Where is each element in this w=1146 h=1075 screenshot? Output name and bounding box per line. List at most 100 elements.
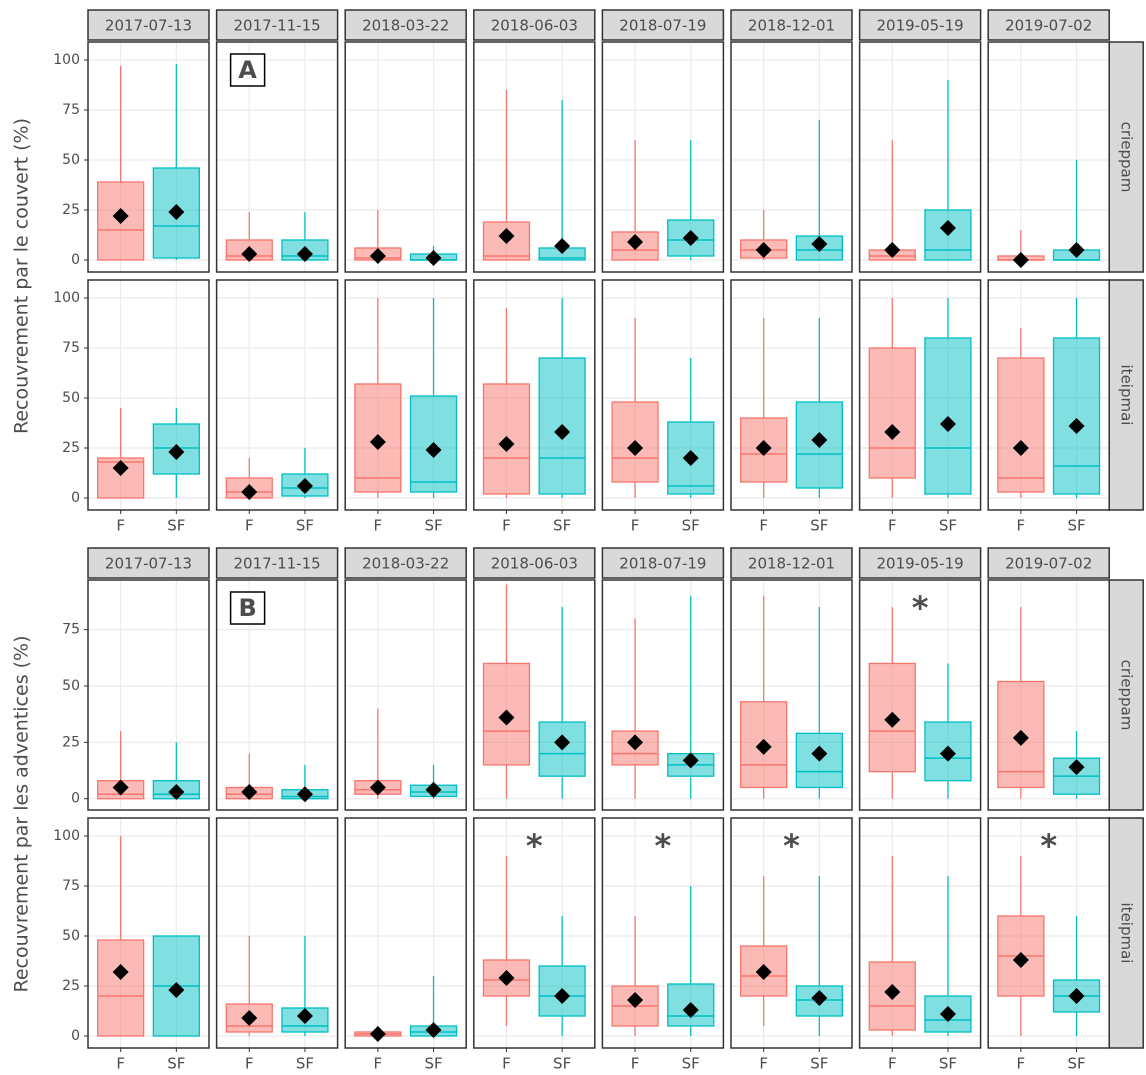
mean-marker xyxy=(755,964,772,980)
panel xyxy=(215,279,339,511)
strip-label: 2017-07-13 xyxy=(105,17,192,35)
panel-border xyxy=(87,41,210,273)
panel-border xyxy=(601,41,725,273)
panel-border xyxy=(473,579,596,811)
strip xyxy=(1108,817,1144,1049)
strip-label: 2017-11-15 xyxy=(234,555,321,573)
strip-label: 2019-07-02 xyxy=(1005,17,1092,35)
panel-border xyxy=(730,579,853,811)
strip xyxy=(987,547,1110,579)
mean-marker xyxy=(241,1010,258,1026)
x-tick-label: SF xyxy=(682,1055,700,1073)
panel xyxy=(730,279,853,511)
panel xyxy=(215,817,339,1049)
x-tick-label: F xyxy=(245,517,254,535)
mean-marker xyxy=(884,984,901,1000)
panel-label-box xyxy=(229,53,266,87)
mean-marker xyxy=(498,436,515,452)
panel-bg xyxy=(731,42,852,272)
mean-marker xyxy=(168,444,185,460)
panel-bg xyxy=(345,580,467,810)
x-tick-label: SF xyxy=(424,1055,442,1073)
mean-marker xyxy=(939,220,956,236)
box xyxy=(1052,337,1101,495)
y-tick-label: 0 xyxy=(71,252,80,268)
strip xyxy=(858,547,982,579)
x-tick-label: F xyxy=(631,1055,640,1073)
panel-bg xyxy=(988,42,1110,272)
x-tick-label: SF xyxy=(296,517,314,535)
panel xyxy=(601,579,725,811)
x-tick-label: F xyxy=(759,1055,768,1073)
x-tick-label: SF xyxy=(939,1055,957,1073)
strip xyxy=(1108,579,1144,811)
panel xyxy=(858,817,982,1049)
mean-marker xyxy=(1068,242,1085,258)
mean-marker xyxy=(884,711,901,728)
mean-marker xyxy=(498,228,515,244)
mean-marker xyxy=(554,734,571,751)
panel-bg xyxy=(345,42,467,272)
strip-label: 2017-11-15 xyxy=(234,17,321,35)
strip-label: 2018-12-01 xyxy=(748,17,835,35)
x-tick-label: F xyxy=(502,517,511,535)
strip xyxy=(344,547,467,579)
panel xyxy=(730,41,853,273)
mean-marker xyxy=(296,786,313,803)
y-tick-label: 75 xyxy=(62,622,80,638)
strip-label: 2019-05-19 xyxy=(877,17,964,35)
mean-marker xyxy=(425,1022,442,1038)
x-tick-label: F xyxy=(888,517,897,535)
panel-border xyxy=(473,279,596,511)
y-tick-label: 25 xyxy=(62,734,80,750)
significance-note: * xyxy=(912,589,929,627)
x-tick-label: F xyxy=(888,1055,897,1073)
mean-marker xyxy=(1068,418,1085,434)
mean-marker xyxy=(296,478,313,494)
x-tick-label: SF xyxy=(810,517,828,535)
panel-border xyxy=(344,41,467,273)
x-tick-label: SF xyxy=(1067,517,1085,535)
panel xyxy=(344,817,467,1049)
x-tick-label: F xyxy=(116,517,125,535)
strip-label: 2018-06-03 xyxy=(491,17,578,35)
strip-label: 2017-07-13 xyxy=(105,555,192,573)
panel xyxy=(87,579,210,811)
panel-border xyxy=(215,279,339,511)
panel xyxy=(601,41,725,273)
y-tick-label: 0 xyxy=(71,490,80,506)
strip-label: 2018-12-01 xyxy=(748,555,835,573)
panel: * xyxy=(601,817,725,1049)
panel: * xyxy=(473,817,596,1049)
x-tick-label: SF xyxy=(1067,1055,1085,1073)
panel-border xyxy=(601,579,725,811)
mean-marker xyxy=(627,734,644,751)
mean-marker xyxy=(425,250,442,266)
y-tick-label: 50 xyxy=(62,678,80,694)
y-tick-label: 50 xyxy=(62,390,80,406)
panel: * xyxy=(730,817,853,1049)
mean-marker xyxy=(627,440,644,456)
panel xyxy=(87,279,210,511)
y-tick-label: 75 xyxy=(62,102,80,118)
strip xyxy=(215,9,339,41)
x-tick-label: F xyxy=(374,1055,383,1073)
row-strip-label: iteipmai xyxy=(1118,903,1136,964)
panel-border xyxy=(215,579,339,811)
significance-note: * xyxy=(655,827,672,865)
row-strip-label: iteipmai xyxy=(1118,365,1136,426)
mean-marker xyxy=(369,248,386,264)
mean-marker xyxy=(1068,988,1085,1004)
strip xyxy=(858,9,982,41)
mean-marker xyxy=(369,1026,386,1042)
mean-marker xyxy=(296,1008,313,1024)
mean-marker xyxy=(939,1006,956,1022)
y-axis-title: Recouvrement par les adventices (%) xyxy=(11,635,33,992)
y-axis-title: Recouvrement par le couvert (%) xyxy=(11,118,33,434)
mean-marker xyxy=(755,242,772,258)
mean-marker xyxy=(811,990,828,1006)
x-tick-label: F xyxy=(631,517,640,535)
panel-border xyxy=(987,579,1110,811)
strip xyxy=(344,9,467,41)
